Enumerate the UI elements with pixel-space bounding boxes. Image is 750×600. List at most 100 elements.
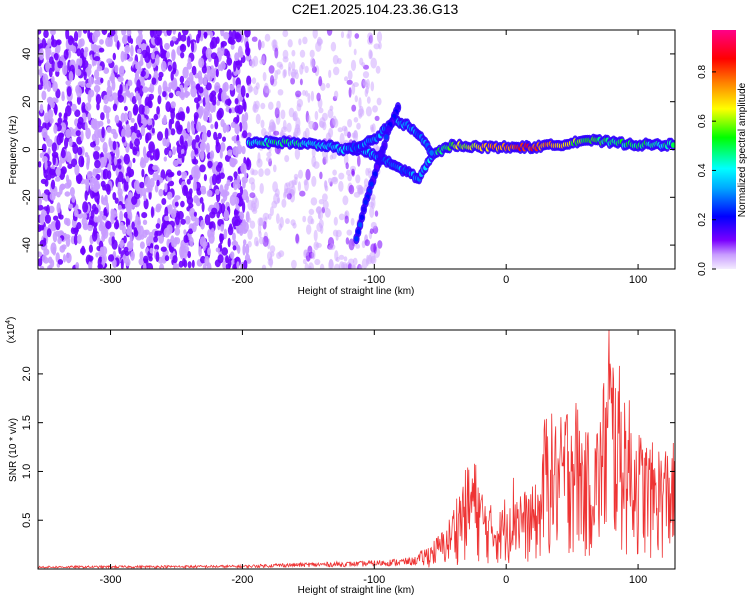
spectrogram-noise-point [215, 174, 222, 184]
spectrogram-track-point [670, 142, 675, 148]
spectrogram-noise-point [304, 262, 309, 269]
spectrogram-noise-point [266, 151, 272, 158]
spectrogram-noise-point [88, 244, 93, 253]
spectrogram-noise-point [357, 155, 361, 167]
spectrogram-noise-point [277, 89, 284, 96]
spectrogram-noise-point [57, 117, 63, 125]
spectrogram-track-point [357, 222, 363, 228]
spectrogram-noise-point [38, 204, 44, 211]
spectrogram-noise-point [299, 190, 306, 197]
spectrogram-noise-point [298, 169, 303, 179]
spectrogram-noise-point [184, 80, 188, 93]
spectrogram-noise-point [276, 100, 281, 110]
spectrogram-noise-point [146, 118, 153, 126]
spectrogram-noise-point [262, 212, 270, 220]
spectrogram-noise-point [369, 251, 376, 264]
spectrogram-noise-point [52, 154, 56, 166]
spectrogram-noise-point [342, 263, 348, 269]
spectrogram-noise-point [119, 65, 125, 74]
spectrogram-noise-point [311, 146, 316, 158]
spectrogram-noise-point [250, 58, 256, 68]
spectrogram-noise-point [155, 148, 160, 161]
spectrogram-noise-point [136, 79, 141, 91]
spectrogram-noise-point [232, 74, 236, 86]
spectrogram-noise-point [276, 213, 280, 225]
spectrogram-noise-point [53, 124, 58, 134]
spectrogram-noise-point [123, 179, 129, 192]
spectrogram-noise-point [354, 95, 358, 103]
spectrogram-noise-point [82, 201, 89, 213]
spectrogram-noise-point [230, 251, 235, 259]
colorbar-label: Normalized spectral amplitude [737, 82, 748, 217]
spectrogram-noise-point [302, 258, 307, 265]
spectrogram-noise-point [131, 132, 135, 144]
spectrogram-noise-point [348, 238, 355, 251]
spectrogram-noise-point [187, 261, 192, 269]
spectrogram-noise-point [146, 150, 152, 158]
spectrogram-noise-point [174, 227, 181, 236]
spectrogram-x-tick-label: 100 [629, 274, 647, 286]
snr-x-tick-label: -200 [231, 574, 253, 586]
spectrogram-noise-point [148, 100, 153, 109]
spectrogram-x-tick-label: -300 [100, 274, 122, 286]
spectrogram-x-axis-label: Height of straight line (km) [298, 286, 415, 297]
spectrogram-noise-point [315, 242, 322, 248]
spectrogram-noise-point [366, 96, 371, 104]
spectrogram-noise-point [170, 118, 175, 125]
spectrogram-noise-point [191, 65, 197, 76]
spectrogram-noise-point [88, 89, 95, 98]
spectrogram-noise-point [74, 164, 80, 176]
spectrogram-noise-point [84, 190, 88, 202]
spectrogram-noise-point [205, 102, 210, 109]
spectrogram-noise-point [234, 209, 239, 215]
spectrogram-noise-point [103, 168, 109, 180]
spectrogram-noise-point [338, 172, 345, 180]
spectrogram-noise-point [304, 179, 309, 192]
spectrogram-noise-point [139, 251, 144, 260]
spectrogram-noise-point [41, 192, 47, 201]
spectrogram-noise-point [201, 188, 207, 195]
spectrogram-noise-point [95, 252, 99, 258]
spectrogram-noise-point [39, 103, 44, 114]
spectrogram-noise-point [348, 38, 352, 48]
spectrogram-noise-point [184, 90, 189, 99]
spectrogram-noise-point [217, 132, 222, 140]
spectrogram-noise-point [245, 41, 250, 52]
spectrogram-noise-point [235, 58, 241, 71]
spectrogram-noise-point [38, 258, 43, 267]
spectrogram-noise-point [45, 44, 50, 56]
spectrogram-noise-point [291, 184, 296, 196]
spectrogram-noise-point [112, 192, 117, 200]
spectrogram-noise-point [191, 259, 195, 269]
spectrogram-noise-point [196, 121, 202, 132]
spectrogram-noise-point [276, 252, 282, 259]
spectrogram-noise-point [56, 202, 61, 214]
spectrogram-noise-point [95, 137, 100, 146]
spectrogram-noise-point [104, 183, 111, 192]
spectrogram-noise-point [74, 109, 81, 117]
spectrogram-noise-point [58, 112, 62, 118]
spectrogram-noise-point [100, 112, 105, 121]
spectrogram-noise-point [93, 150, 100, 160]
spectrogram-noise-point [344, 76, 349, 82]
spectrogram-noise-point [232, 245, 237, 251]
spectrogram-noise-point [269, 255, 273, 268]
spectrogram-noise-point [155, 251, 160, 263]
snr-series-line [38, 330, 675, 569]
spectrogram-noise-point [119, 221, 124, 231]
spectrogram-noise-point [295, 90, 302, 98]
spectrogram-noise-point [191, 41, 195, 53]
spectrogram-noise-point [67, 163, 73, 169]
spectrogram-noise-point [83, 50, 88, 58]
spectrogram-noise-point [188, 202, 194, 209]
spectrogram-noise-point [48, 264, 53, 269]
spectrogram-noise-point [111, 239, 118, 250]
spectrogram-noise-point [123, 153, 130, 165]
spectrogram-noise-point [293, 131, 298, 137]
spectrogram-noise-point [353, 48, 357, 56]
spectrogram-noise-point [55, 88, 61, 99]
spectrogram-noise-point [58, 214, 64, 220]
spectrogram-noise-point [71, 103, 77, 112]
spectrogram-noise-point [112, 259, 117, 268]
spectrogram-noise-point [260, 102, 266, 110]
